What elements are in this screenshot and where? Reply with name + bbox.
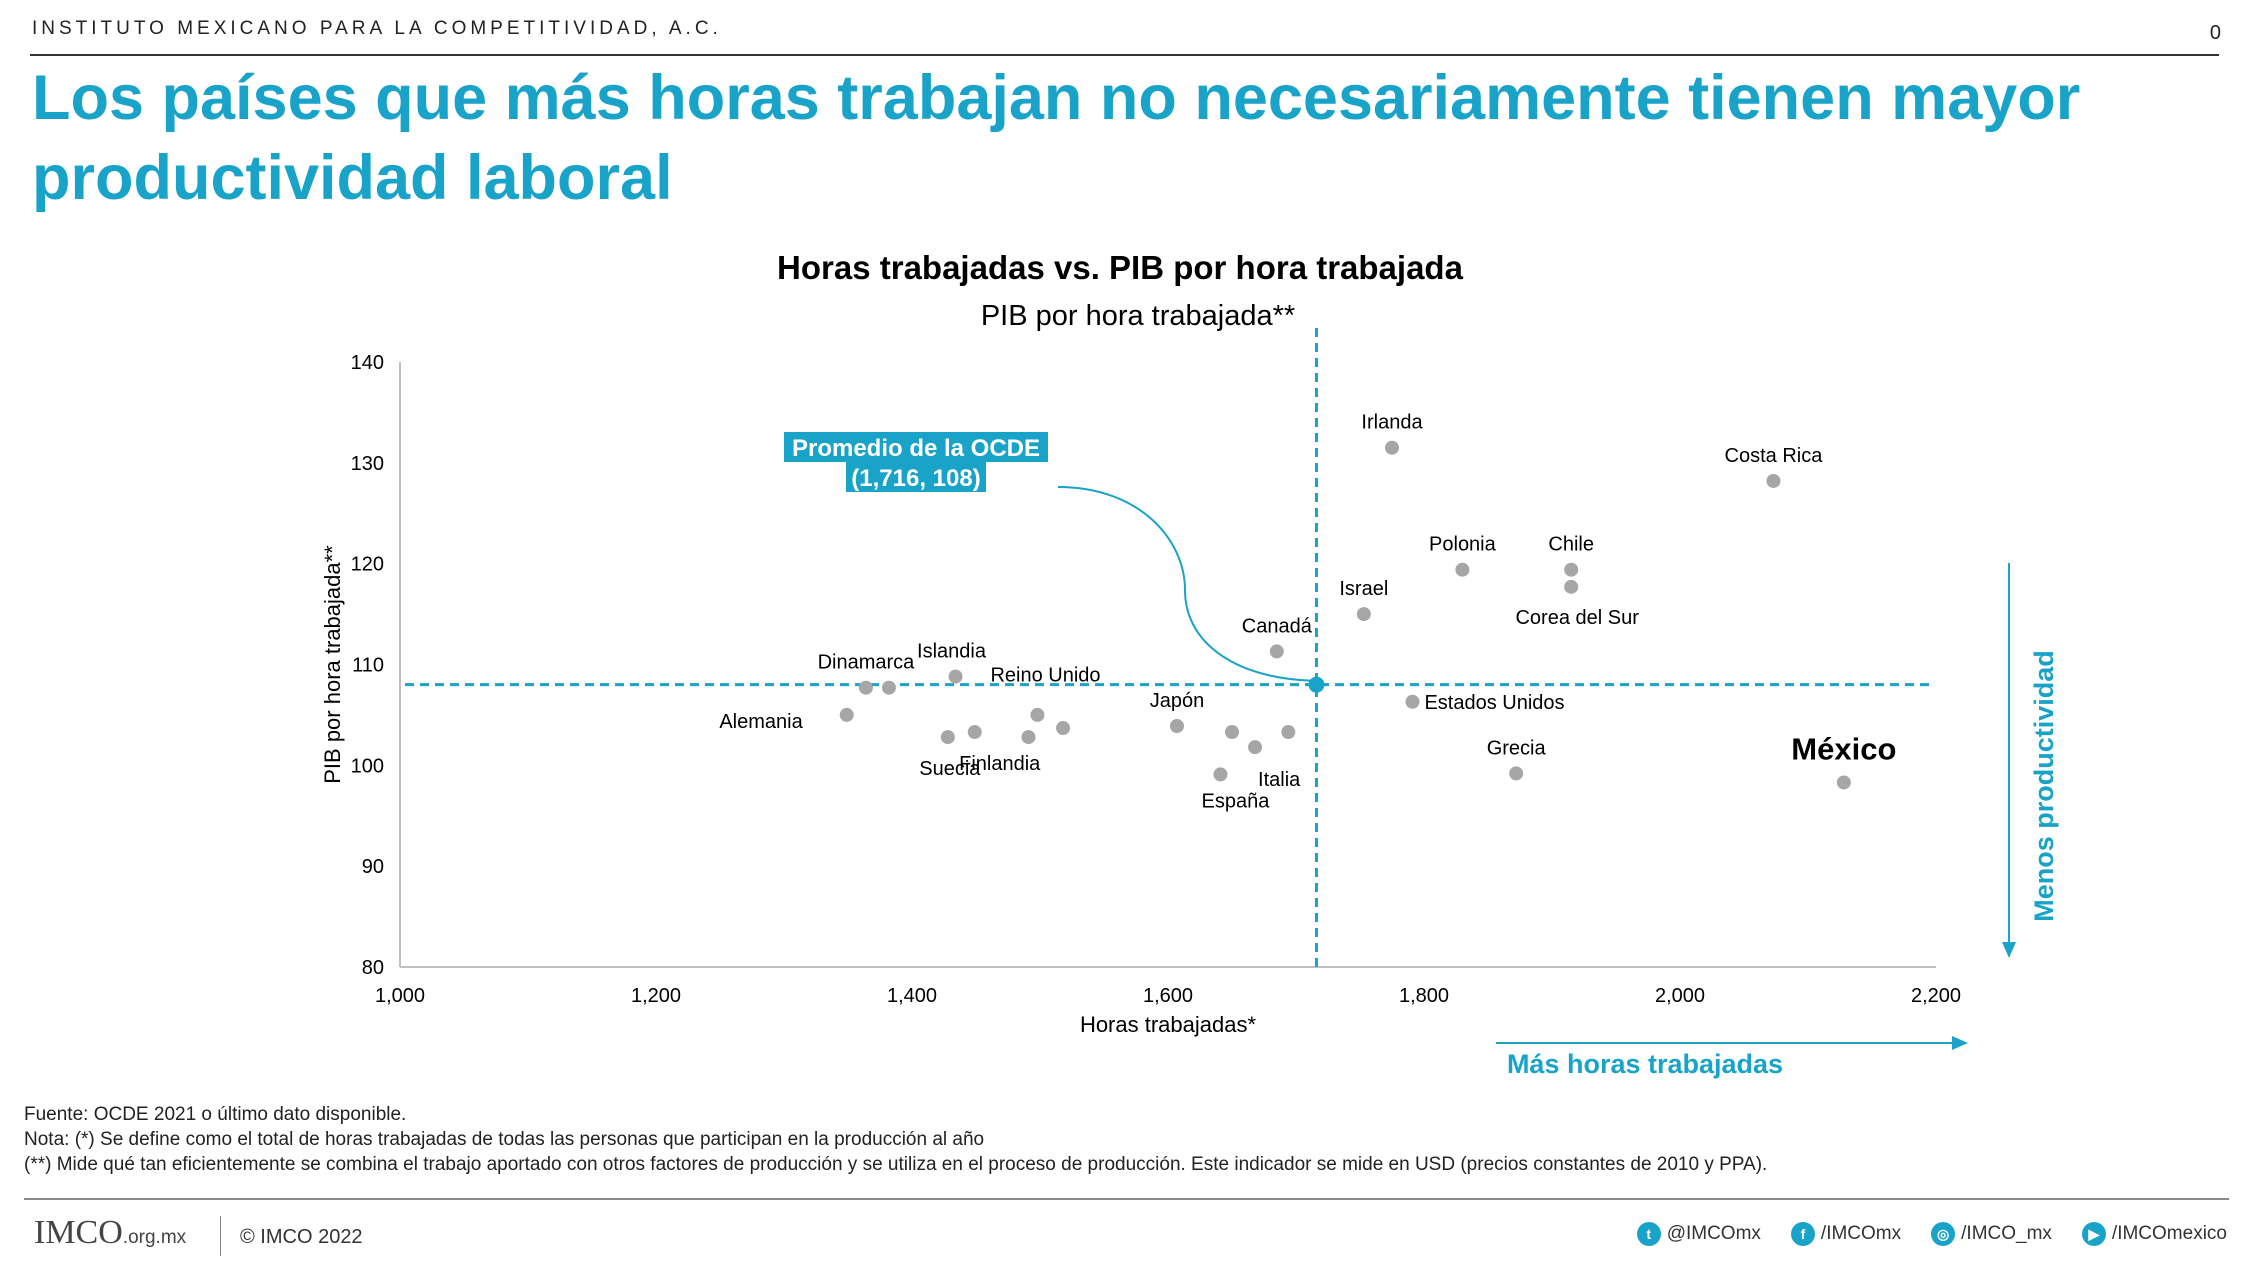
oecd-callout-title: Promedio de la OCDE [792,435,1040,462]
data-point [858,680,873,695]
y-axis-label: PIB por hora trabajada** [320,545,345,784]
note-hours: Nota: (*) Se define como el total de hor… [24,1129,985,1150]
youtube-icon: ▶ [2081,1222,2106,1246]
twitter-icon: t [1636,1222,1661,1246]
x-tick-label: 1,000 [375,985,425,1007]
point-label: México [1791,731,1896,766]
data-point [1766,473,1781,488]
social-handle: /IMCO_mx [1961,1223,2052,1244]
data-point [839,707,854,722]
data-point [1269,644,1284,659]
social-twitter[interactable]: t @IMCOmx [1636,1222,1761,1246]
data-point [1509,766,1524,781]
point-label: Polonia [1429,534,1497,556]
point-label: Chile [1548,534,1594,556]
point-label: Finlandia [959,753,1041,775]
point-label: Islandia [917,641,987,663]
oecd-average-point [1308,676,1325,693]
point-label: Canadá [1242,615,1313,637]
x-tick-label: 1,400 [887,985,937,1007]
y-tick-label: 80 [362,957,384,979]
point-label: Estados Unidos [1424,692,1564,714]
data-point [1281,725,1296,740]
point-label: Costa Rica [1725,445,1824,467]
instagram-icon: ◎ [1931,1222,1956,1246]
y-tick-label: 100 [351,755,384,777]
data-point [940,730,955,745]
point-label: España [1202,790,1271,812]
page-number: 0 [2209,22,2221,44]
footer-separator [220,1216,221,1256]
point-label: Israel [1339,578,1388,600]
data-point [1169,719,1184,734]
social-handle: @IMCOmx [1666,1223,1761,1244]
data-point [1405,694,1420,709]
data-point [881,680,896,695]
data-point [1225,725,1239,740]
x-tick-label: 1,600 [1143,985,1193,1007]
oecd-callout-connector [1057,486,1311,682]
data-point [1021,730,1036,745]
social-instagram[interactable]: ◎ /IMCO_mx [1931,1222,2052,1246]
x-direction-label: Más horas trabajadas [1507,1049,1783,1079]
data-point [1213,767,1228,782]
x-tick-label: 1,800 [1399,985,1449,1007]
copyright: © IMCO 2022 [240,1226,363,1248]
y-arrow-head [2002,942,2016,958]
y-tick-label: 120 [351,554,384,576]
imco-logo[interactable]: IMCO.org.mx [34,1214,186,1252]
oecd-callout-bg [784,432,1048,462]
point-label: Alemania [719,711,803,733]
point-label: Japón [1150,690,1205,712]
x-axis-label: Horas trabajadas* [1080,1012,1257,1037]
header-divider [30,54,2219,56]
organization-name: INSTITUTO MEXICANO PARA LA COMPETITIVIDA… [32,18,722,39]
chart-subtitle: PIB por hora trabajada** [981,300,1295,332]
data-point [967,725,982,740]
point-label: Irlanda [1361,412,1423,434]
data-point [1455,562,1470,577]
data-point [1385,440,1399,455]
data-point [1248,740,1263,755]
page-headline: Los países que más horas trabajan no nec… [32,63,2081,213]
data-point [1030,707,1045,722]
point-label: Grecia [1487,737,1547,759]
point-label: Reino Unido [990,665,1100,687]
social-youtube[interactable]: ▶ /IMCOmexico [2081,1222,2227,1246]
facebook-icon: f [1790,1222,1815,1246]
x-tick-label: 2,200 [1911,985,1961,1007]
logo-text: IMCO [34,1214,123,1251]
point-label: Suecia [919,758,981,780]
data-point [948,669,963,684]
social-handle: /IMCOmexico [2111,1223,2227,1244]
data-point [1836,775,1851,790]
y-tick-label: 90 [362,856,384,878]
y-tick-label: 130 [351,453,384,475]
chart-title: Horas trabajadas vs. PIB por hora trabaj… [777,249,1464,286]
data-point [1564,579,1579,594]
y-tick-label: 110 [352,655,384,677]
point-label: Italia [1258,769,1301,791]
social-handle: /IMCOmx [1820,1223,1902,1244]
note-gdp: (**) Mide qué tan eficientemente se comb… [24,1154,1768,1175]
y-direction-label: Menos productividad [2029,650,2059,922]
social-facebook[interactable]: f /IMCOmx [1790,1222,1902,1246]
point-label: Dinamarca [818,652,916,674]
oecd-callout-value: (1,716, 108) [851,465,980,492]
note-source: Fuente: OCDE 2021 o último dato disponib… [24,1104,407,1125]
data-point [1564,562,1579,577]
social-links: t @IMCOmx f /IMCOmx ◎ /IMCO_mx ▶ /IMCOme… [1636,1222,2227,1246]
footnotes: Fuente: OCDE 2021 o último dato disponib… [24,1102,1767,1177]
data-point [1356,607,1371,622]
y-tick-label: 140 [351,352,384,374]
oecd-callout-value-bg [846,462,986,492]
x-arrow-head [1952,1036,1968,1050]
data-point [1056,721,1071,736]
logo-domain: .org.mx [122,1227,187,1248]
x-tick-label: 1,200 [631,985,681,1007]
footer-divider [24,1198,2229,1200]
x-tick-label: 2,000 [1655,985,1705,1007]
point-label: Corea del Sur [1515,607,1639,629]
